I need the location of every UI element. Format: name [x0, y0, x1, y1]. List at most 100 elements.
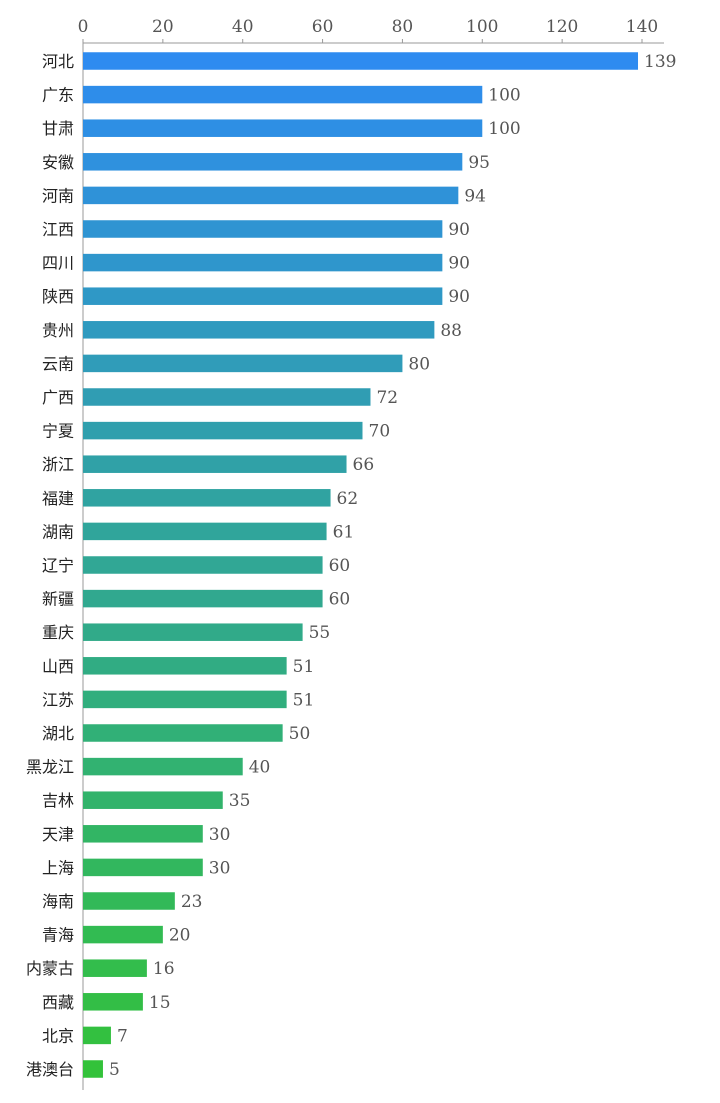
category-label: 河北: [42, 52, 74, 71]
category-label: 江苏: [42, 690, 74, 709]
value-label: 139: [644, 52, 676, 72]
x-tick-label: 0: [78, 17, 89, 37]
category-label: 广西: [42, 388, 74, 407]
value-label: 30: [209, 825, 231, 845]
category-label: 江西: [42, 220, 74, 239]
value-label: 35: [229, 791, 251, 811]
value-label: 60: [329, 556, 351, 576]
category-label: 安徽: [42, 153, 74, 172]
category-label: 内蒙古: [26, 959, 74, 978]
category-label: 上海: [42, 858, 74, 877]
value-label: 70: [369, 422, 391, 442]
category-label: 海南: [42, 892, 74, 911]
value-label: 90: [448, 287, 470, 307]
value-label: 51: [293, 690, 315, 710]
category-label: 广东: [42, 86, 74, 105]
x-tick-label: 140: [626, 17, 658, 37]
bar: [83, 1060, 103, 1078]
bar: [83, 623, 303, 641]
bar: [83, 186, 459, 205]
category-label: 辽宁: [42, 556, 74, 575]
category-label: 重庆: [42, 623, 74, 642]
x-tick-label: 40: [232, 17, 254, 37]
category-label: 黑龙江: [26, 758, 74, 777]
bar: [83, 858, 203, 877]
category-label: 贵州: [42, 321, 74, 340]
category-label: 甘肃: [42, 119, 74, 138]
category-label: 湖南: [42, 522, 74, 541]
bar: [83, 253, 443, 272]
value-label: 7: [117, 1026, 128, 1046]
value-label: 72: [376, 388, 398, 408]
bar: [83, 321, 435, 339]
bar: [83, 489, 331, 507]
value-label: 66: [353, 455, 375, 475]
category-label: 宁夏: [42, 422, 74, 441]
value-label: 16: [153, 959, 175, 979]
value-label: 95: [468, 153, 490, 173]
value-label: 60: [329, 590, 351, 610]
bar: [83, 421, 363, 440]
category-label: 西藏: [42, 993, 74, 1012]
category-label: 天津: [42, 825, 74, 844]
bars: [83, 52, 639, 1078]
value-label: 80: [408, 354, 430, 374]
category-labels: 河北广东甘肃安徽河南江西四川陕西贵州云南广西宁夏浙江福建湖南辽宁新疆重庆山西江苏…: [26, 52, 74, 1079]
bar: [83, 724, 283, 742]
category-label: 港澳台: [26, 1060, 74, 1079]
x-tick-label: 20: [152, 17, 174, 37]
category-label: 福建: [42, 489, 74, 508]
value-label: 88: [440, 321, 462, 341]
bar: [83, 690, 287, 709]
bar: [83, 85, 483, 104]
bar: [83, 388, 371, 406]
x-axis: 0 20 40 60 80 100 120 140: [78, 17, 664, 1090]
category-label: 吉林: [42, 791, 74, 810]
bar: [83, 556, 323, 574]
x-tick-label: 60: [312, 17, 334, 37]
x-tick-label: 120: [546, 17, 578, 37]
value-label: 100: [488, 119, 520, 139]
bar: [83, 287, 443, 305]
category-label: 陕西: [42, 287, 74, 306]
value-label: 50: [289, 724, 311, 744]
category-label: 河南: [42, 186, 74, 205]
bar: [83, 589, 323, 608]
bar: [83, 657, 287, 675]
bar: [83, 791, 223, 809]
category-label: 新疆: [42, 590, 74, 609]
category-label: 北京: [42, 1026, 74, 1045]
value-labels: 1391001009594909090888072706662616060555…: [109, 52, 676, 1080]
bar: [83, 892, 175, 910]
value-label: 94: [464, 186, 486, 206]
bar: [83, 522, 327, 541]
bar: [83, 220, 443, 238]
category-label: 青海: [42, 926, 74, 945]
value-label: 15: [149, 993, 171, 1013]
value-label: 40: [249, 758, 271, 778]
value-label: 90: [448, 220, 470, 240]
value-label: 100: [488, 86, 520, 106]
bar: [83, 119, 483, 137]
bar: [83, 52, 639, 70]
value-label: 51: [293, 657, 315, 677]
category-label: 四川: [42, 254, 74, 273]
value-label: 61: [333, 522, 355, 542]
value-label: 30: [209, 858, 231, 878]
value-label: 55: [309, 623, 331, 643]
bar: [83, 825, 203, 843]
bar: [83, 925, 163, 944]
bar: [83, 757, 243, 776]
bar: [83, 1026, 111, 1045]
category-label: 湖北: [42, 724, 74, 743]
x-tick-label: 100: [466, 17, 498, 37]
category-label: 云南: [42, 354, 74, 373]
bar: [83, 455, 347, 473]
bar: [83, 993, 143, 1011]
x-tick-label: 80: [392, 17, 414, 37]
bar: [83, 153, 463, 171]
value-label: 90: [448, 254, 470, 274]
value-label: 20: [169, 926, 191, 946]
category-label: 浙江: [42, 455, 74, 474]
